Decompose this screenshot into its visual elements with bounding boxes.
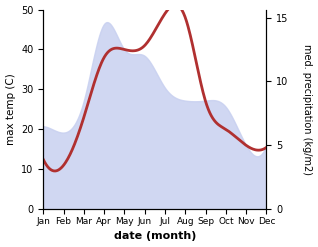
Y-axis label: max temp (C): max temp (C): [5, 74, 16, 145]
X-axis label: date (month): date (month): [114, 231, 196, 242]
Y-axis label: med. precipitation (kg/m2): med. precipitation (kg/m2): [302, 44, 313, 175]
